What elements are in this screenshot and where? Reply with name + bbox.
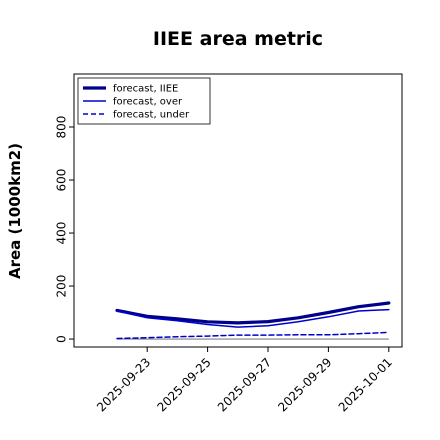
- plot-frame: [73, 73, 403, 348]
- y-tick-label: 600: [55, 169, 69, 192]
- series-line-1: [116, 308, 390, 328]
- x-tick-label: 2025-09-25: [155, 355, 214, 414]
- y-tick-label: 400: [55, 222, 69, 245]
- x-tick-label: 2025-10-01: [336, 355, 395, 414]
- y-tick-label: 800: [55, 116, 69, 139]
- x-tick-label: 2025-09-23: [94, 355, 153, 414]
- legend-label-1: forecast, over: [113, 97, 183, 108]
- x-tick-label: 2025-09-27: [215, 355, 274, 414]
- y-tick-label: 200: [55, 275, 69, 298]
- legend: forecast, IIEE forecast, over forecast, un…: [77, 77, 211, 125]
- series-line-0: [115, 301, 391, 325]
- chart-title: IIEE area metric: [153, 28, 323, 50]
- legend-label-2: forecast, under: [113, 110, 190, 121]
- y-axis-label: Area (1000km2): [6, 143, 24, 279]
- x-tick-label: 2025-09-29: [275, 355, 334, 414]
- legend-label-0: forecast, IIEE: [113, 84, 178, 95]
- series-line-2: [116, 331, 390, 340]
- y-tick-label: 0: [55, 335, 69, 343]
